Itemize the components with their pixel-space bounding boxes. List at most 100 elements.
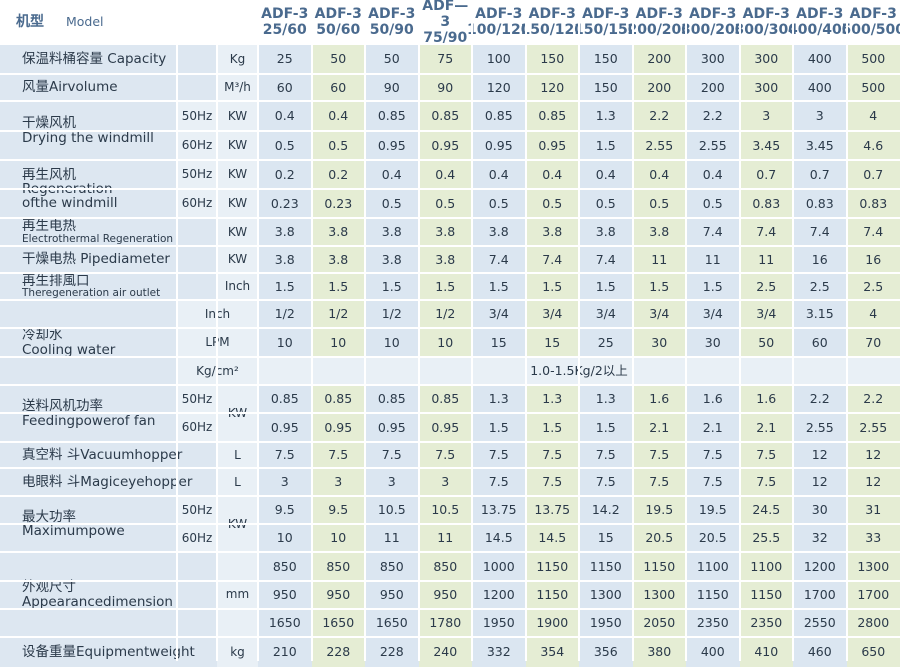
value-cell: 1.5	[472, 273, 526, 300]
value-cell: 0.85	[419, 101, 473, 131]
value-cell: 950	[365, 581, 419, 609]
value-text: 1.3	[596, 109, 616, 122]
value-cell: 31	[847, 496, 900, 524]
unit-text: L	[234, 449, 241, 462]
grid-line	[0, 467, 900, 469]
value-text: 10	[384, 336, 400, 349]
value-cell: 850	[419, 552, 473, 581]
value-text: 2050	[643, 616, 675, 629]
value-cell: 0.2	[312, 160, 366, 189]
spec-label: 干燥电热 Pipediameter	[0, 246, 217, 273]
value-cell: 20.5	[686, 524, 740, 552]
value-cell: 1.5	[633, 273, 687, 300]
value-text: 1.5	[275, 280, 295, 293]
value-cell: 4	[847, 101, 900, 131]
frequency-cell: 50Hz	[177, 385, 217, 413]
value-text: 32	[812, 531, 828, 544]
value-text: 3.8	[596, 225, 616, 238]
spec-label-line: 真空料 斗Vacuumhopper	[22, 448, 182, 462]
value-text: 7.5	[489, 475, 509, 488]
value-cell: 0.95	[419, 413, 473, 442]
value-text: 3.8	[382, 253, 402, 266]
value-text: 11	[705, 253, 721, 266]
value-cell: 7.4	[579, 246, 633, 273]
value-cell: 300	[740, 44, 794, 74]
value-text: 3.15	[806, 307, 834, 320]
value-text: 2.2	[810, 392, 830, 405]
model-series: ADF-3	[582, 6, 629, 22]
value-text: 30	[812, 503, 828, 516]
value-text: 0.85	[431, 392, 459, 405]
value-text: 1150	[750, 588, 782, 601]
value-text: 3/4	[756, 307, 776, 320]
value-text: 1200	[483, 588, 515, 601]
value-text: 356	[594, 645, 618, 658]
value-cell: 0.4	[312, 101, 366, 131]
value-cell: 460	[793, 637, 847, 667]
value-text: 7.5	[596, 475, 616, 488]
value-text: 10	[277, 531, 293, 544]
grid-line	[0, 73, 900, 75]
value-text: 14.5	[538, 531, 566, 544]
value-text: 1150	[643, 560, 675, 573]
value-text: 7.5	[756, 475, 776, 488]
value-text: 850	[433, 560, 457, 573]
value-text: 14.5	[485, 531, 513, 544]
value-cell: 850	[312, 552, 366, 581]
value-cell: 2.2	[686, 101, 740, 131]
value-cell: 2.5	[847, 273, 900, 300]
value-text: 2.1	[703, 421, 723, 434]
value-cell: 1300	[847, 552, 900, 581]
value-text: 0.4	[596, 168, 616, 181]
value-text: 7.4	[810, 225, 830, 238]
value-text: 1/2	[328, 307, 348, 320]
model-series: ADF-3	[261, 6, 308, 22]
value-cell: 7.5	[365, 442, 419, 468]
value-text: 1150	[590, 560, 622, 573]
value-cell: 0.5	[258, 131, 312, 160]
value-cell: 0.83	[740, 189, 794, 218]
value-cell: 0.83	[847, 189, 900, 218]
value-cell: 11	[740, 246, 794, 273]
value-cell: 240	[419, 637, 473, 667]
value-cell: 1.5	[579, 413, 633, 442]
value-cell: 1100	[686, 552, 740, 581]
grid-line	[0, 356, 900, 358]
frequency-cell: 60Hz	[177, 524, 217, 552]
value-cell: 3.8	[579, 218, 633, 246]
model-series: ADF-3	[315, 6, 362, 22]
value-text: 7.5	[435, 448, 455, 461]
value-cell: 400	[686, 637, 740, 667]
value-cell: 1150	[633, 552, 687, 581]
value-text: 15	[598, 531, 614, 544]
value-cell: 1150	[579, 552, 633, 581]
unit-cell: Inch	[217, 273, 258, 300]
value-cell: 0.5	[526, 189, 580, 218]
value-text: 1.5	[328, 280, 348, 293]
value-cell: 7.5	[579, 442, 633, 468]
value-cell: 1650	[312, 609, 366, 637]
value-cell: 1.5	[472, 413, 526, 442]
value-cell: 3.15	[793, 300, 847, 328]
value-cell: 12	[793, 468, 847, 496]
unit-text: Kg	[230, 53, 246, 66]
value-text: 16	[865, 253, 881, 266]
value-text: 0.5	[542, 197, 562, 210]
value-cell: 10.5	[365, 496, 419, 524]
value-text: 120	[540, 81, 564, 94]
value-cell: 10	[312, 524, 366, 552]
value-text: 210	[273, 645, 297, 658]
value-text: 15	[544, 336, 560, 349]
value-text: 850	[380, 560, 404, 573]
value-text: 11	[758, 253, 774, 266]
value-text: 25.5	[752, 531, 780, 544]
value-text: 950	[380, 588, 404, 601]
value-text: 90	[384, 81, 400, 94]
value-cell: 0.4	[258, 101, 312, 131]
value-cell: 3	[419, 468, 473, 496]
value-cell: 19.5	[633, 496, 687, 524]
value-text: 12	[812, 448, 828, 461]
